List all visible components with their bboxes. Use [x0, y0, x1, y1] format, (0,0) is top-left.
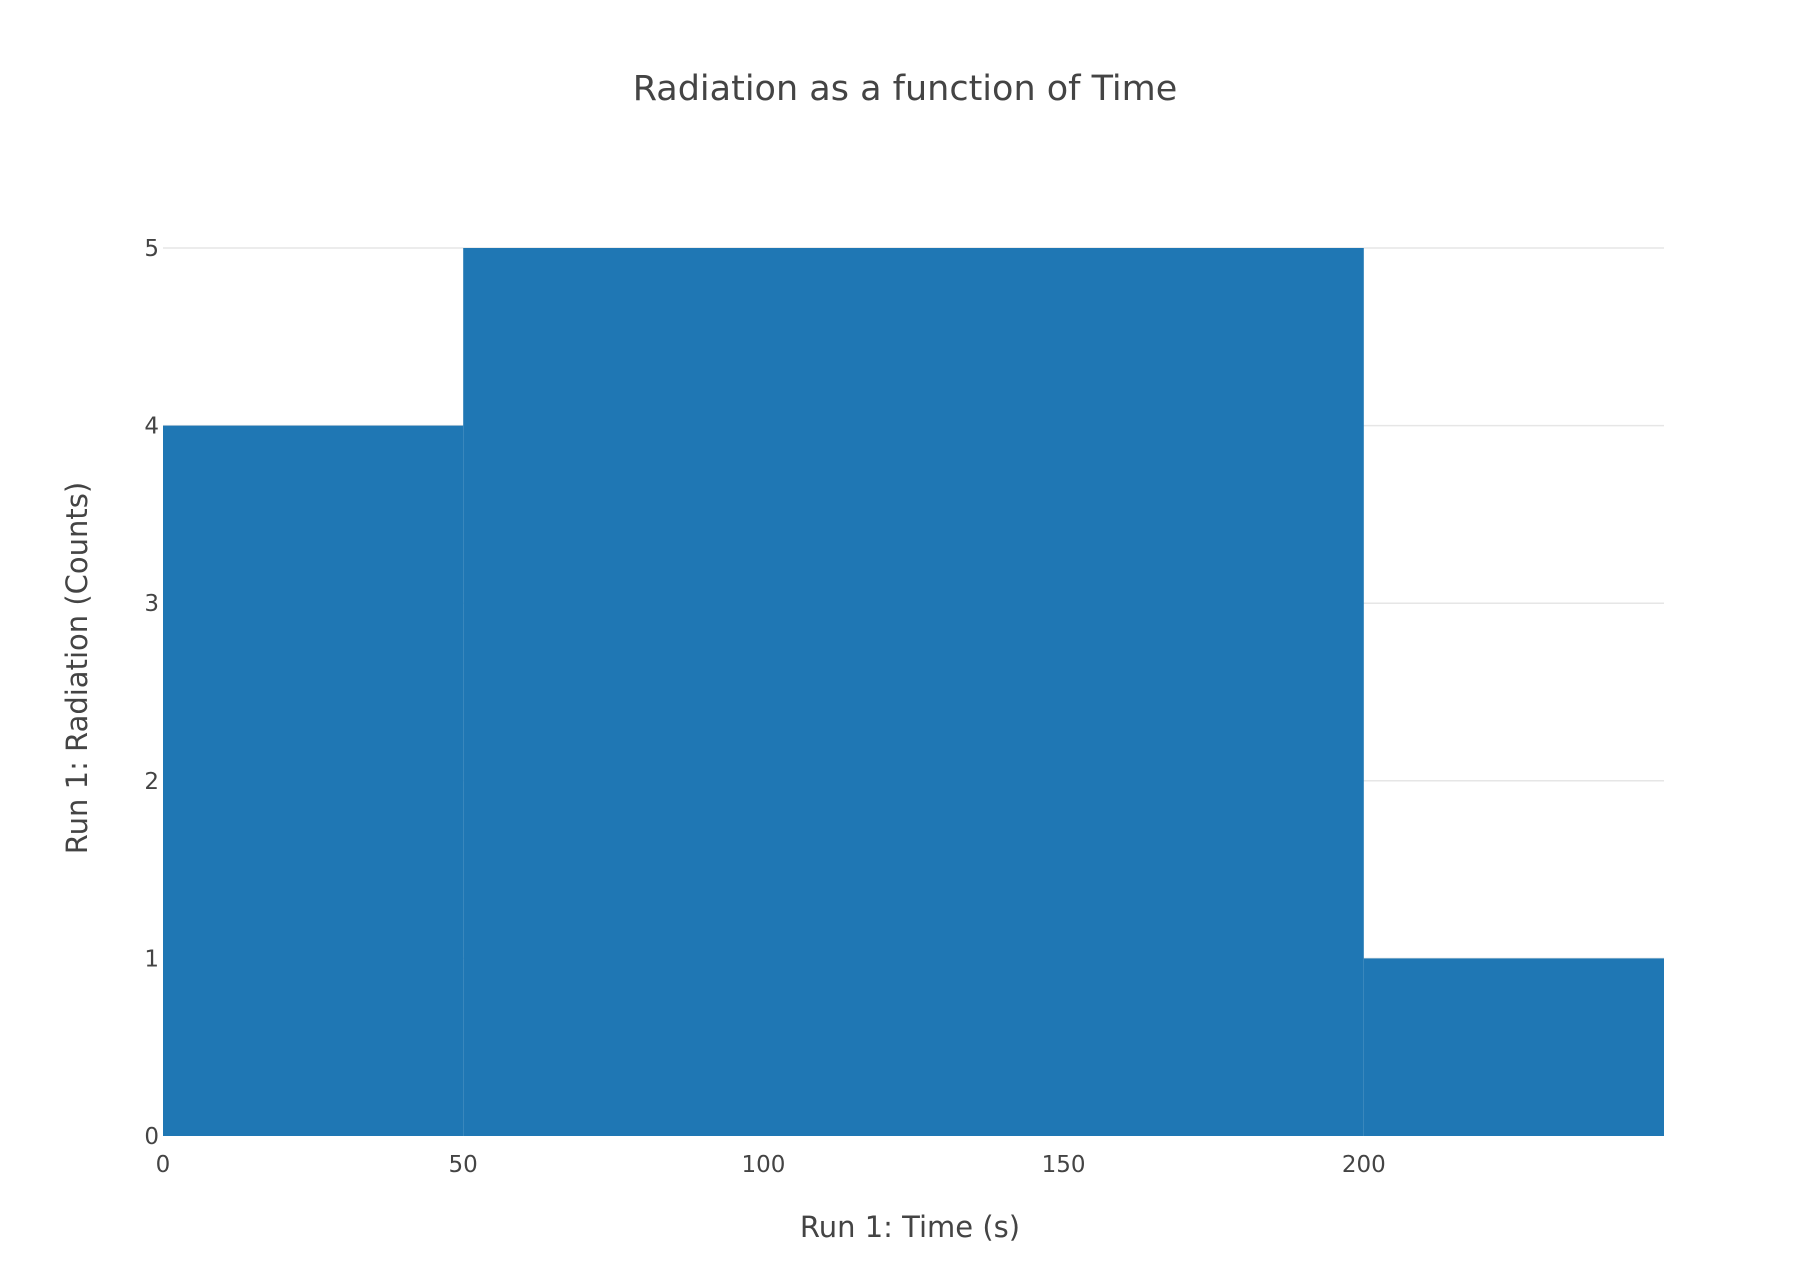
x-tick-label-200: 200	[1342, 1152, 1386, 1178]
x-tick-labels: 0 50 100 150 200	[156, 1152, 1386, 1178]
y-tick-label-0: 0	[144, 1124, 159, 1150]
histogram-bar-3[interactable]	[1363, 958, 1664, 1136]
x-tick-label-150: 150	[1042, 1152, 1086, 1178]
y-axis-title: Run 1: Radiation (Counts)	[60, 482, 94, 854]
y-tick-label-3: 3	[144, 591, 159, 617]
x-axis-title: Run 1: Time (s)	[800, 1210, 1020, 1244]
y-tick-labels: 0 1 2 3 4 5	[144, 236, 159, 1150]
chart-title: Radiation as a function of Time	[633, 69, 1178, 109]
x-tick-label-0: 0	[156, 1152, 171, 1178]
y-tick-label-5: 5	[144, 236, 159, 262]
x-tick-label-100: 100	[741, 1152, 785, 1178]
y-tick-label-1: 1	[144, 946, 159, 972]
histogram-bar-2[interactable]	[463, 248, 1364, 1136]
x-tick-label-50: 50	[449, 1152, 478, 1178]
bars	[163, 248, 1664, 1137]
y-tick-label-2: 2	[144, 769, 159, 795]
histogram-bar-1[interactable]	[163, 425, 464, 1137]
y-tick-label-4: 4	[144, 414, 159, 440]
